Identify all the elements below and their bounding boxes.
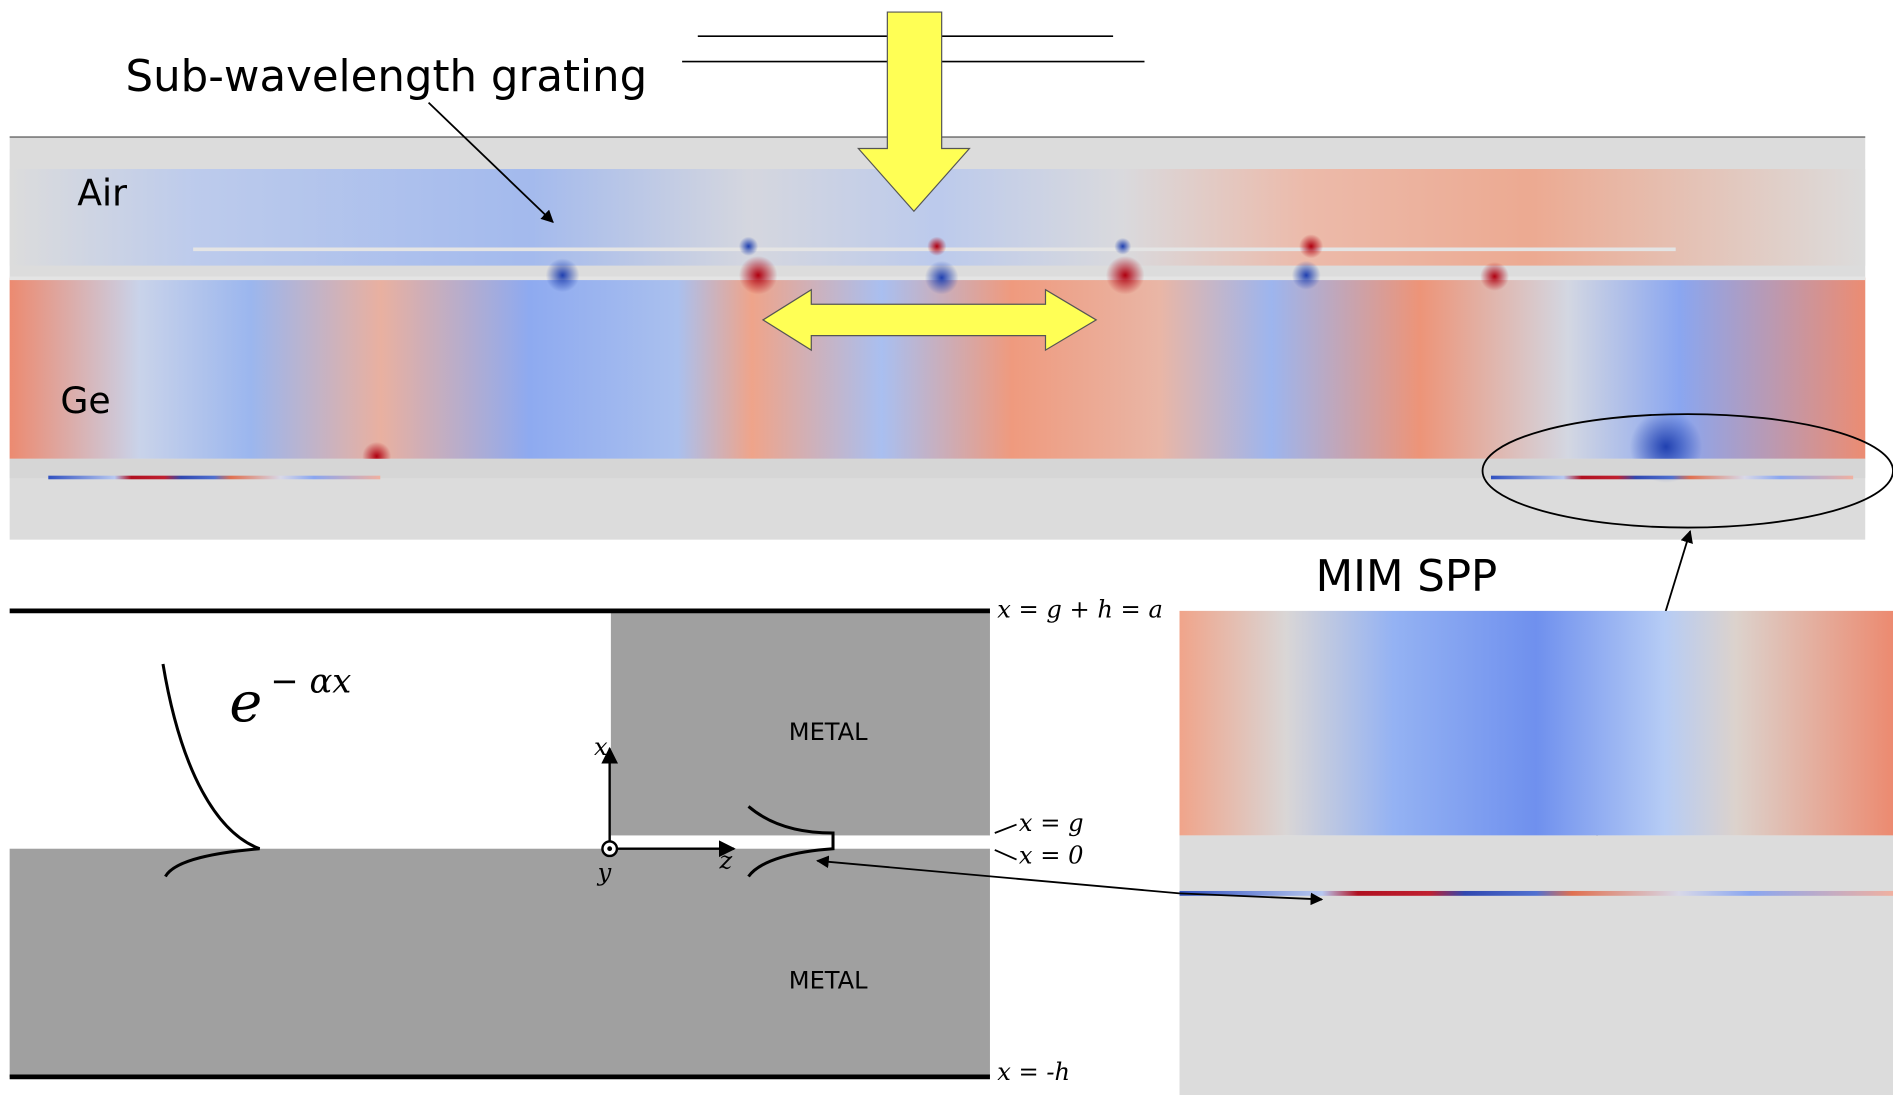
leader [995, 850, 1017, 860]
page: Sub-wavelength grating Air Ge MIM SPP ME… [0, 0, 1893, 1095]
decay-exponent: − αx [270, 661, 351, 700]
metal-layer [10, 459, 1866, 478]
spp-metal [1180, 835, 1893, 1095]
boundary-label: x = g [1019, 809, 1084, 837]
spp-line-right [1491, 476, 1853, 480]
spp-field [1180, 611, 1893, 836]
metal-label: METAL [789, 967, 868, 995]
spp-line-left [48, 476, 380, 480]
grating-label: Sub-wavelength grating [126, 52, 648, 102]
metal-bottom [10, 849, 990, 1077]
boundary-label: x = g + h = a [997, 595, 1163, 623]
diagram: Sub-wavelength grating Air Ge MIM SPP ME… [0, 0, 1893, 1095]
axis-label: y [597, 859, 612, 887]
axis-label: z [719, 846, 733, 874]
boundary-label: x = 0 [1019, 842, 1084, 870]
metal-label: METAL [789, 718, 868, 746]
boundary-label: x = -h [997, 1058, 1070, 1086]
leader [995, 825, 1017, 833]
axis-label: x [594, 733, 608, 761]
decay-base: e [229, 670, 262, 735]
air-label: Air [77, 172, 127, 215]
axis-origin [607, 846, 612, 851]
spp-line [1180, 891, 1893, 896]
spp-label: MIM SPP [1316, 552, 1498, 602]
ge-label: Ge [60, 379, 110, 422]
